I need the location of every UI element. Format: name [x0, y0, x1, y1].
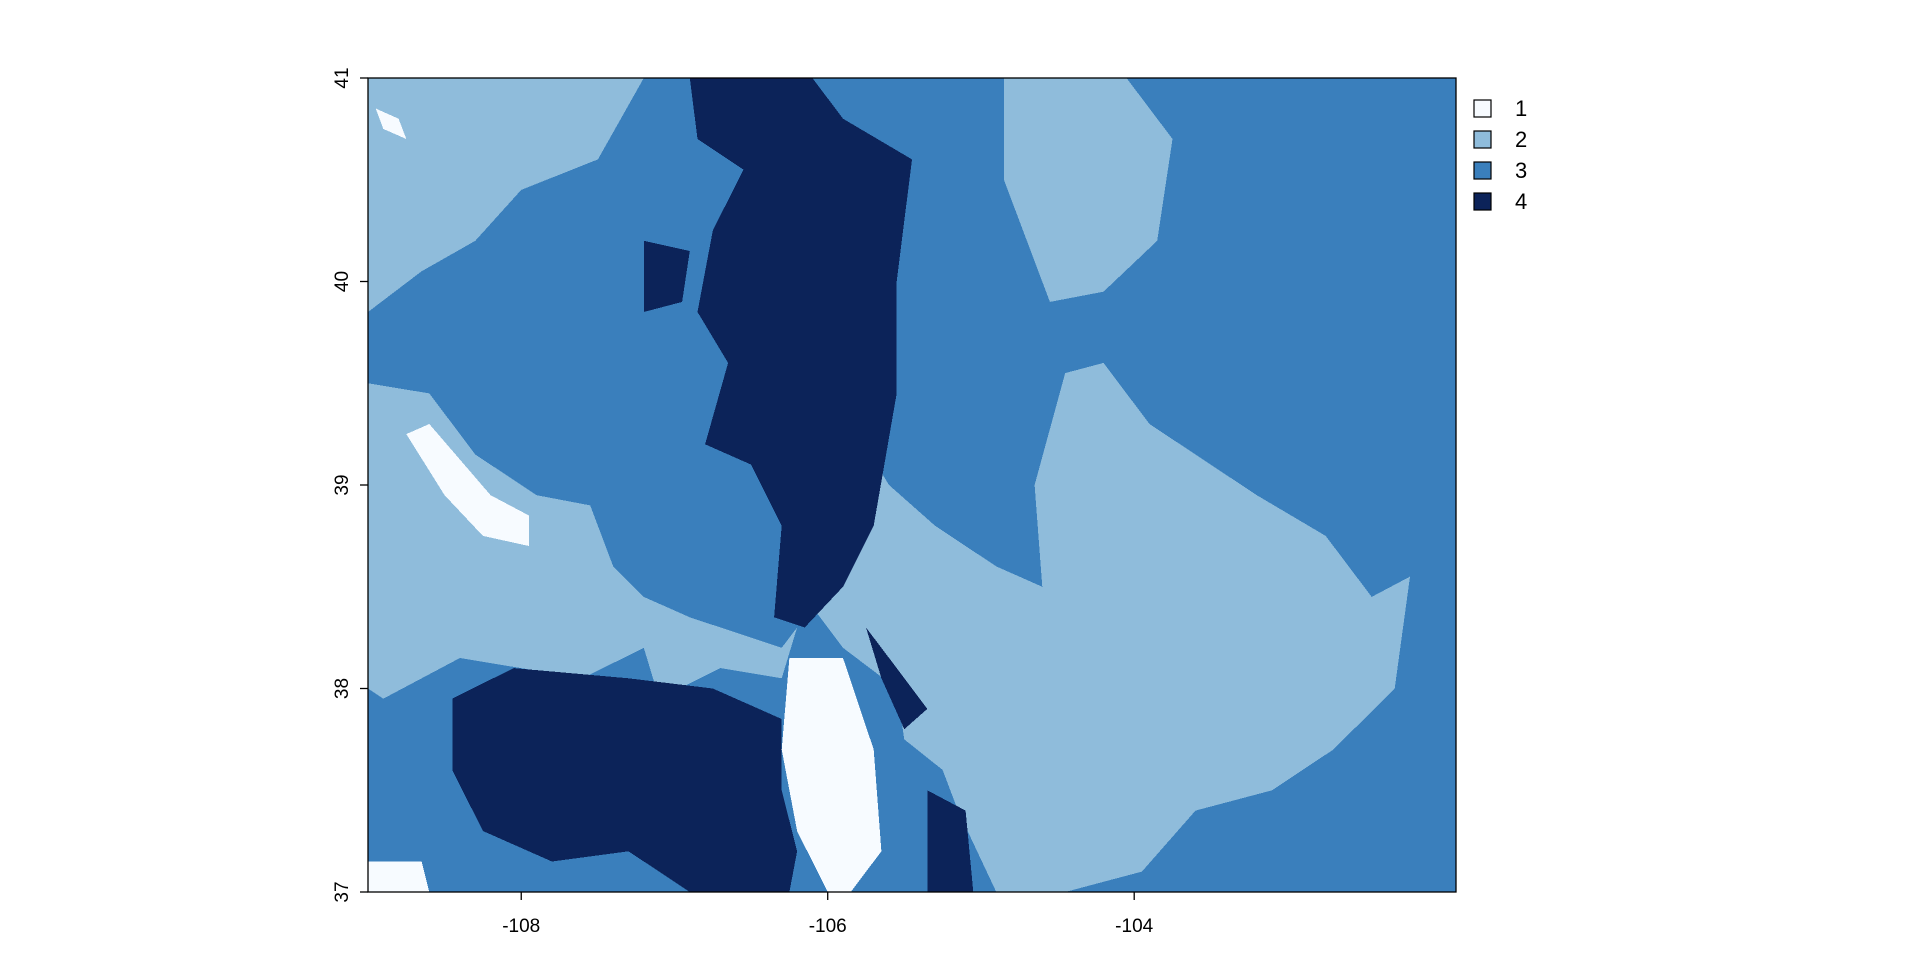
raster-region-class-2-0 — [368, 78, 644, 312]
x-tick-label: -108 — [502, 916, 540, 937]
legend-label-3: 3 — [1515, 158, 1527, 183]
x-tick-label: -106 — [809, 916, 847, 937]
raster-region-class-2-1 — [1003, 78, 1173, 302]
x-tick-label: -104 — [1115, 916, 1153, 937]
raster-region-class-4-8 — [927, 790, 974, 892]
raster-region-class-4-6 — [452, 668, 798, 892]
raster-region-class-1-10 — [406, 424, 529, 546]
legend-swatch-3 — [1473, 161, 1492, 180]
raster-region-class-4-5 — [643, 240, 690, 312]
raster-region-class-1-12 — [375, 108, 407, 139]
raster-region-class-4-4 — [689, 78, 912, 628]
raster-region-class-2-2 — [368, 383, 798, 699]
raster-layer — [368, 78, 1456, 892]
raster-region-class-1-9 — [781, 658, 882, 892]
legend-label-1: 1 — [1515, 96, 1527, 121]
y-tick-label: 38 — [332, 678, 353, 699]
legend-label-4: 4 — [1515, 189, 1527, 214]
raster-region-class-2-3 — [797, 362, 1410, 892]
y-axis: 37 38 39 40 41 — [332, 67, 368, 903]
y-tick-label: 37 — [332, 881, 353, 902]
legend-label-2: 2 — [1515, 127, 1527, 152]
legend-swatch-1 — [1473, 99, 1492, 118]
x-axis: -108 -106 -104 — [502, 892, 1154, 937]
raster-region-class-4-7 — [866, 627, 928, 730]
y-tick-label: 41 — [332, 67, 353, 88]
legend-swatch-4 — [1473, 192, 1492, 211]
legend-swatch-2 — [1473, 130, 1492, 149]
y-tick-label: 40 — [332, 271, 353, 292]
legend: 1 2 3 4 — [1473, 96, 1527, 214]
y-tick-label: 39 — [332, 474, 353, 495]
raster-region-class-1-11 — [368, 861, 430, 892]
